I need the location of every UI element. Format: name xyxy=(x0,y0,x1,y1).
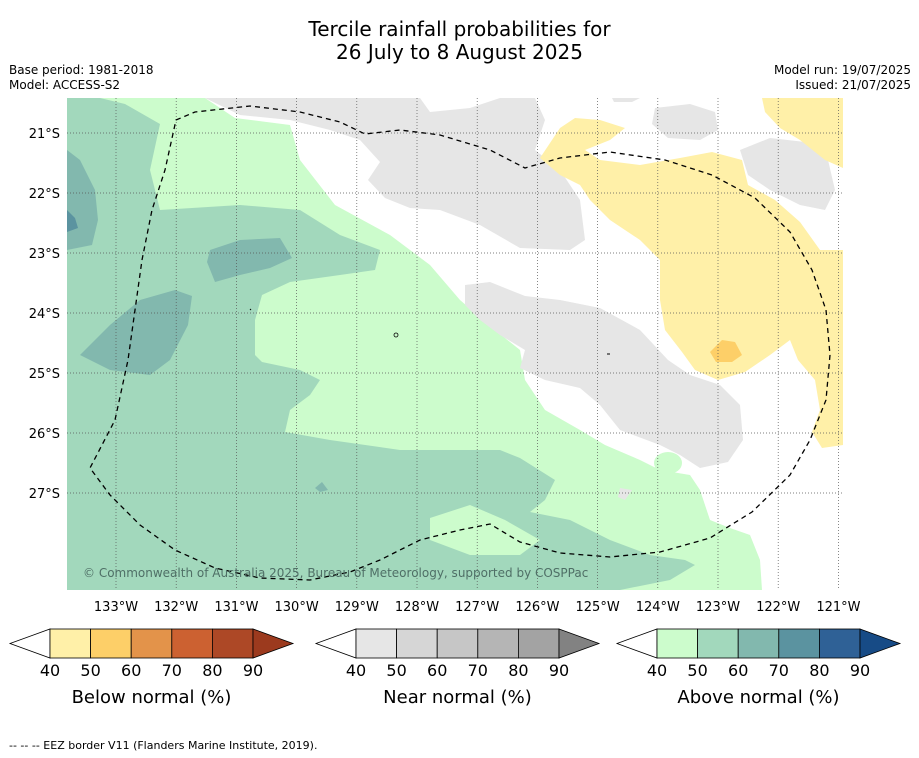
near-normal-40-region-northeast xyxy=(652,104,718,140)
colorbar-segment xyxy=(778,628,820,659)
colorbar-tick-label: 70 xyxy=(468,661,488,680)
near-normal-40-region-central xyxy=(465,282,743,468)
longitude-label: 123°W xyxy=(696,600,740,615)
longitude-labels: 133°W 132°W 131°W 130°W 129°W 128°W 127°W 126°W… xyxy=(94,600,861,615)
longitude-label: 121°W xyxy=(816,600,860,615)
above-normal-70-region xyxy=(67,210,78,232)
longitude-label: 131°W xyxy=(214,600,258,615)
longitude-label: 126°W xyxy=(515,600,559,615)
title-line-2: 26 July to 8 August 2025 xyxy=(336,40,583,64)
map-title: Tercile rainfall probabilities for 26 Ju… xyxy=(0,18,919,64)
colorbar-segment xyxy=(49,628,91,659)
colorbar-segment xyxy=(518,628,560,659)
colorbar-tick-label: 60 xyxy=(427,661,447,680)
colorbar-tick-label: 90 xyxy=(243,661,263,680)
base-period-text: Base period: 1981-2018 xyxy=(9,63,154,77)
colorbar-1: 40 50 60 70 80 90 Below normal (%) xyxy=(8,628,295,708)
issued-text: Issued: 21/07/2025 xyxy=(795,78,911,92)
colorbar-segment xyxy=(171,628,213,659)
colorbar-under-triangle xyxy=(314,628,357,659)
colorbar-tick-label: 90 xyxy=(850,661,870,680)
copyright-text: © Commonwealth of Australia 2025, Bureau… xyxy=(83,566,588,580)
above-normal-40-blob xyxy=(654,452,682,474)
latitude-label: 23°S xyxy=(29,247,60,262)
colorbar-segment xyxy=(211,628,254,659)
longitude-label: 130°W xyxy=(275,600,319,615)
longitude-label: 133°W xyxy=(94,600,138,615)
colorbar-tick-label: 90 xyxy=(549,661,569,680)
above-normal-60-region-south xyxy=(80,290,192,375)
colorbars: 40 50 60 70 80 90 Below normal (%) 40 50 60 70 80 90… xyxy=(8,628,902,708)
eez-footnote: -- -- -- EEZ border V11 (Flanders Marine… xyxy=(9,739,318,752)
meta-left: Base period: 1981-2018 Model: ACCESS-S2 xyxy=(9,63,154,93)
longitude-label: 127°W xyxy=(455,600,499,615)
above-normal-60-region-center xyxy=(207,238,292,282)
near-normal-40-region-east xyxy=(740,138,835,210)
colorbar-tick-label: 80 xyxy=(508,661,528,680)
colorbar-tick-label: 70 xyxy=(162,661,182,680)
longitude-label: 125°W xyxy=(576,600,620,615)
colorbar-2: 40 50 60 70 80 90 Near normal (%) xyxy=(314,628,601,708)
colorbar-tick-label: 80 xyxy=(202,661,222,680)
colorbar-label: Below normal (%) xyxy=(72,687,232,708)
model-text: Model: ACCESS-S2 xyxy=(9,78,121,92)
colorbar-label: Near normal (%) xyxy=(383,687,532,708)
latitude-label: 22°S xyxy=(29,187,60,202)
colorbar-over-triangle xyxy=(558,628,601,659)
colorbar-segment xyxy=(477,628,519,659)
colorbar-segment xyxy=(396,628,438,659)
colorbar-segment xyxy=(436,628,479,659)
near-normal-40-region-north xyxy=(205,98,585,250)
colorbar-tick-label: 80 xyxy=(809,661,829,680)
longitude-label: 128°W xyxy=(395,600,439,615)
above-normal-60-speck xyxy=(315,482,328,492)
near-normal-40-region-top xyxy=(612,98,640,102)
latitude-label: 26°S xyxy=(29,427,60,442)
longitude-label: 124°W xyxy=(636,600,680,615)
model-run-text: Model run: 19/07/2025 xyxy=(773,63,911,77)
colorbar-segment xyxy=(819,628,861,659)
latitude-label: 27°S xyxy=(29,487,60,502)
colorbar-label: Above normal (%) xyxy=(677,687,839,708)
colorbar-over-triangle xyxy=(859,628,902,659)
meta-right: Model run: 19/07/2025 Issued: 21/07/2025 xyxy=(774,63,911,93)
contour-speck xyxy=(249,308,252,311)
title-line-1: Tercile rainfall probabilities for xyxy=(308,17,611,41)
latitude-labels: 21°S 22°S 23°S 24°S 25°S 26°S 27°S xyxy=(29,127,60,502)
latitude-label: 25°S xyxy=(29,367,60,382)
colorbar-under-triangle xyxy=(615,628,658,659)
colorbar-over-triangle xyxy=(252,628,295,659)
longitude-label: 122°W xyxy=(756,600,800,615)
map-figure: © Commonwealth of Australia 2025, Bureau… xyxy=(8,98,902,708)
colorbar-segment xyxy=(90,628,132,659)
colorbar-tick-label: 70 xyxy=(769,661,789,680)
contour-speck xyxy=(393,332,399,338)
longitude-label: 129°W xyxy=(335,600,379,615)
colorbar-under-triangle xyxy=(8,628,51,659)
latitude-label: 24°S xyxy=(29,307,60,322)
colorbar-3: 40 50 60 70 80 90 Above normal (%) xyxy=(615,628,902,708)
below-normal-40-region-east xyxy=(540,118,843,448)
near-normal-40-speck xyxy=(618,488,632,500)
gridlines xyxy=(67,98,843,590)
above-normal-50-region xyxy=(67,98,695,590)
colorbar-tick-label: 60 xyxy=(728,661,748,680)
colorbar-tick-label: 40 xyxy=(647,661,667,680)
colorbar-tick-label: 40 xyxy=(346,661,366,680)
longitude-label: 132°W xyxy=(154,600,198,615)
colorbar-tick-label: 50 xyxy=(386,661,406,680)
colorbar-tick-label: 60 xyxy=(121,661,141,680)
colorbar-segment xyxy=(130,628,173,659)
map-plot-area: © Commonwealth of Australia 2025, Bureau… xyxy=(67,98,843,590)
latitude-label: 21°S xyxy=(29,127,60,142)
colorbar-segment xyxy=(656,628,698,659)
colorbar-segment xyxy=(697,628,739,659)
colorbar-tick-label: 50 xyxy=(687,661,707,680)
above-normal-50-notch xyxy=(430,505,540,555)
colorbar-tick-label: 50 xyxy=(80,661,100,680)
colorbar-segment xyxy=(355,628,397,659)
colorbar-segment xyxy=(737,628,780,659)
colorbar-tick-label: 40 xyxy=(40,661,60,680)
